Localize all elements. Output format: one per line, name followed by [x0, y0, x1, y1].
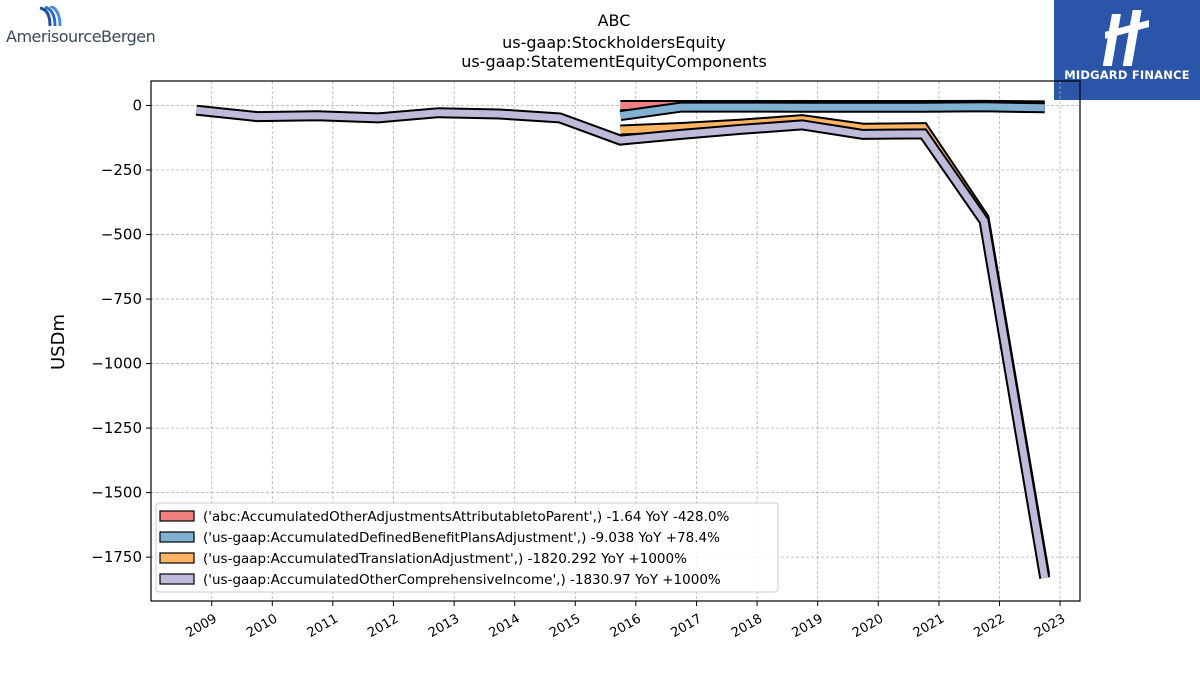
midgard-finance-logo: MIDGARD FINANCE: [1054, 0, 1200, 100]
legend-swatch: [159, 531, 195, 543]
midgard-finance-logo-text: MIDGARD FINANCE: [1064, 68, 1190, 82]
y-tick-label: 0: [132, 97, 142, 115]
x-tick-label: 2013: [426, 611, 462, 641]
series-line: [619, 103, 1045, 120]
y-tick-label: −1750: [91, 548, 142, 566]
y-tick-label: −1500: [91, 484, 142, 502]
legend-box: [155, 502, 779, 593]
x-tick-label: 2012: [365, 611, 401, 641]
x-tick-label: 2010: [244, 611, 280, 641]
y-tick-label: −1000: [91, 355, 142, 373]
chart-title: ABC us-gaap:StockholdersEquity us-gaap:S…: [461, 11, 767, 71]
chart-title-line-3: us-gaap:StatementEquityComponents: [461, 52, 767, 71]
legend-entry-label: ('abc:AccumulatedOtherAdjustmentsAttribu…: [203, 509, 729, 525]
x-tick-label: 2016: [608, 611, 644, 641]
legend-entry-label: ('us-gaap:AccumulatedTranslationAdjustme…: [203, 551, 687, 567]
legend: ('abc:AccumulatedOtherAdjustmentsAttribu…: [155, 502, 779, 593]
legend-entry-label: ('us-gaap:AccumulatedDefinedBenefitPlans…: [203, 530, 720, 546]
y-tick-label: −1250: [91, 419, 142, 437]
x-tick-label: 2023: [1032, 611, 1068, 641]
series-layer: [195, 99, 1051, 579]
x-tick-label: 2019: [790, 611, 826, 641]
x-tick-label: 2020: [850, 611, 886, 641]
x-tick-label: 2014: [487, 611, 523, 641]
x-tick-label: 2011: [305, 611, 341, 641]
legend-swatch: [159, 573, 195, 585]
grid: [151, 81, 1080, 601]
chart-title-line-1: ABC: [598, 11, 631, 30]
y-tick-label: −250: [101, 161, 142, 179]
midgard-mark-icon: [1102, 10, 1149, 66]
amerisourcebergen-logo-text: AmerisourceBergen: [6, 27, 156, 46]
x-tick-label: 2018: [729, 611, 765, 641]
y-axis-label: USDm: [48, 314, 69, 370]
x-tick-label: 2022: [971, 611, 1007, 641]
y-tick-label: −750: [101, 290, 142, 308]
amerisourcebergen-mark-icon: [39, 6, 62, 27]
plot-frame: [150, 80, 1081, 602]
x-tick-label: 2015: [547, 611, 583, 641]
x-tick-label: 2009: [184, 611, 220, 641]
x-tick-label: 2021: [911, 611, 947, 641]
legend-swatch: [159, 552, 195, 564]
legend-entry-label: ('us-gaap:AccumulatedOtherComprehensiveI…: [203, 572, 721, 588]
chart-title-line-2: us-gaap:StockholdersEquity: [502, 33, 726, 52]
amerisourcebergen-logo: AmerisourceBergen: [6, 6, 166, 48]
x-tick-label: 2017: [668, 611, 704, 641]
y-tick-label: −500: [101, 226, 142, 244]
legend-swatch: [159, 510, 195, 522]
